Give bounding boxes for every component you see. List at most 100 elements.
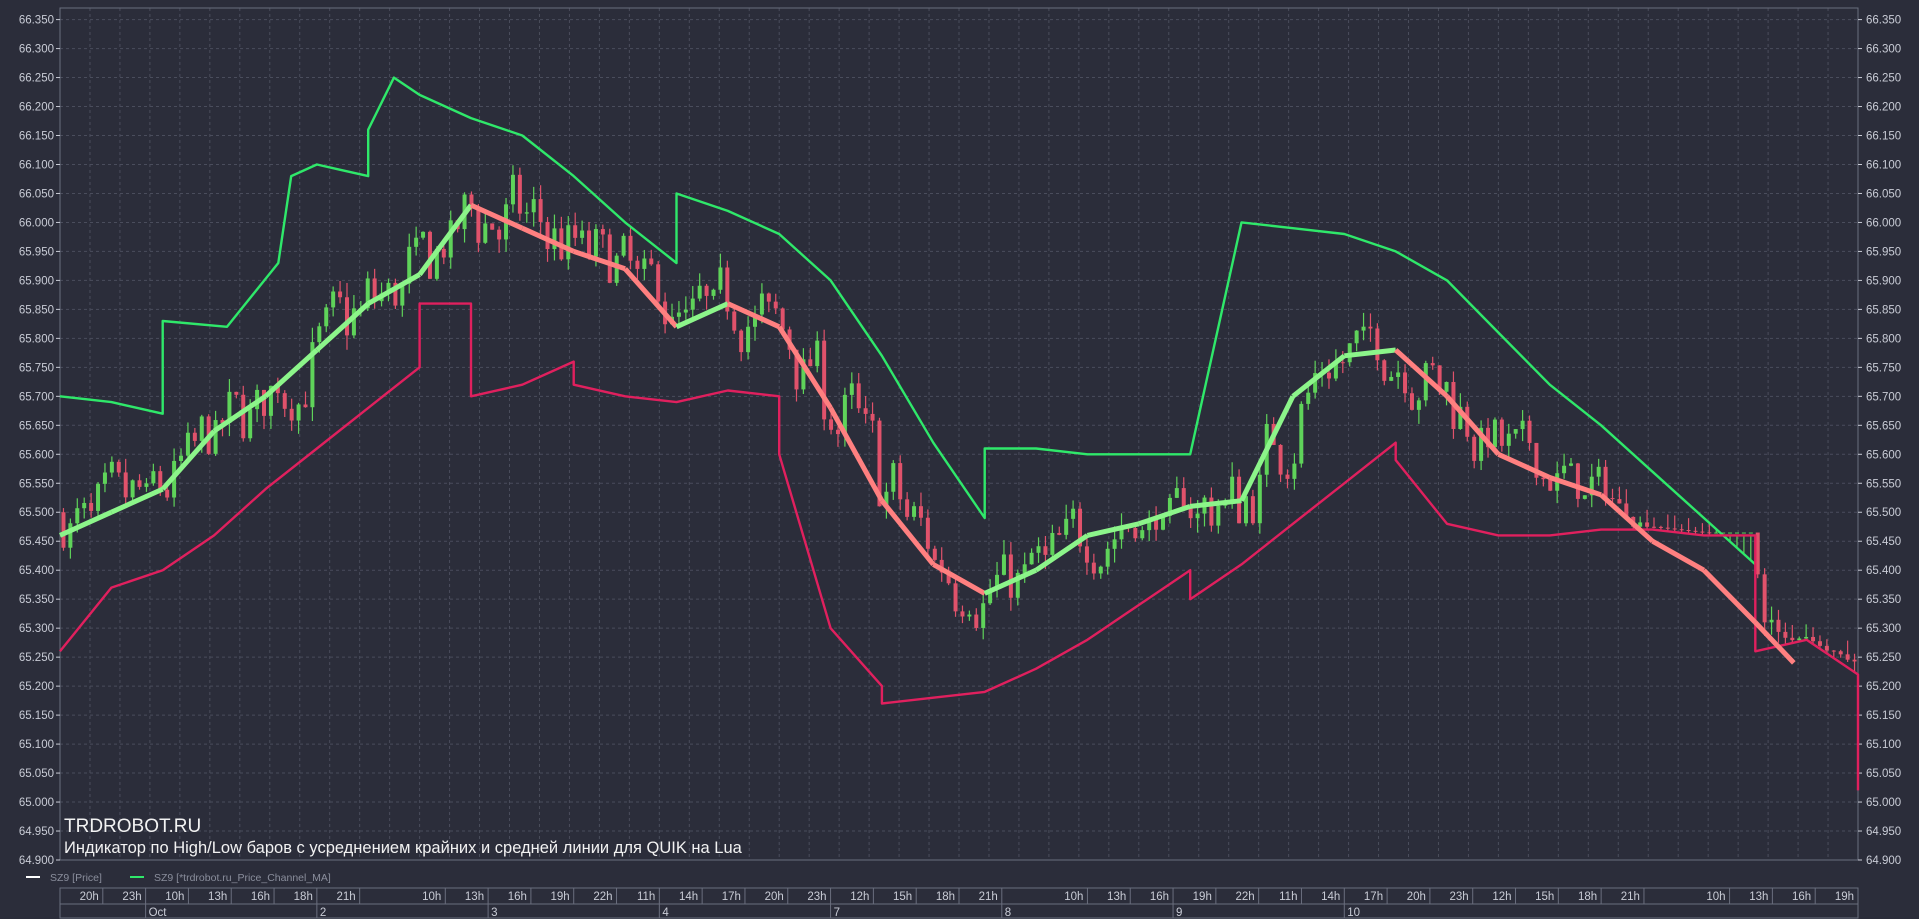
ma-segment xyxy=(1445,394,1501,456)
candle-body xyxy=(697,285,702,299)
ma-segment xyxy=(828,406,885,502)
candle-body xyxy=(1001,554,1006,575)
x-hour-label: 19h xyxy=(1835,891,1854,903)
y-tick-label-right: 65.900 xyxy=(1866,275,1901,287)
candle-body xyxy=(1811,636,1816,642)
candle-body xyxy=(310,342,315,408)
candle-body xyxy=(1057,532,1062,535)
x-day-label: 4 xyxy=(662,907,669,919)
candle-body xyxy=(476,207,481,243)
candle-body xyxy=(912,506,917,517)
candle-body xyxy=(185,432,190,456)
ma-segment xyxy=(932,562,986,596)
candle-body xyxy=(1043,546,1048,555)
ma-segment xyxy=(777,325,833,410)
candle-body xyxy=(988,589,993,604)
candle-body xyxy=(96,483,101,511)
candle-body xyxy=(974,614,979,628)
candle-body xyxy=(1596,466,1601,477)
candle-body xyxy=(434,248,439,279)
candle-body xyxy=(1050,532,1055,555)
candle-body xyxy=(227,391,232,423)
candle-body xyxy=(344,297,349,336)
candle-body xyxy=(1361,326,1366,331)
candle-body xyxy=(1084,546,1089,563)
candle-body xyxy=(1416,400,1421,410)
candle-body xyxy=(739,330,744,353)
legend: SZ9 [Price] SZ9 [*trdrobot.ru_Price_Chan… xyxy=(26,872,331,884)
candle-body xyxy=(1209,497,1214,526)
x-hour-label: 15h xyxy=(893,891,912,903)
x-hour-label: 22h xyxy=(1235,891,1254,903)
candle-body xyxy=(1845,654,1850,660)
x-day-label: 10 xyxy=(1347,907,1360,919)
x-hour-label: 20h xyxy=(765,891,784,903)
ma-segment xyxy=(1702,568,1758,625)
candle-body xyxy=(262,389,267,416)
candle-body xyxy=(995,574,1000,590)
candle-body xyxy=(711,289,716,296)
candle-body xyxy=(400,283,405,306)
y-tick-label-left: 66.050 xyxy=(19,188,54,200)
candle-body xyxy=(981,603,986,628)
x-day-label: 2 xyxy=(320,907,326,919)
candle-body xyxy=(1790,637,1795,641)
y-tick-label-left: 66.300 xyxy=(19,44,54,56)
candle-body xyxy=(573,225,578,238)
candle-body xyxy=(732,311,737,331)
candle-body xyxy=(794,349,799,390)
overlay-title: TRDROBOT.RU xyxy=(64,816,201,837)
ma-segment xyxy=(1034,533,1089,573)
candle-body xyxy=(144,483,149,487)
candle-body xyxy=(1575,463,1580,499)
candle-body xyxy=(946,572,951,584)
candle-body xyxy=(1700,531,1705,533)
candle-body xyxy=(690,298,695,310)
y-tick-label-right: 65.650 xyxy=(1866,420,1901,432)
candle-body xyxy=(116,461,121,473)
y-tick-label-left: 65.200 xyxy=(19,681,54,693)
candle-body xyxy=(158,471,163,490)
candle-body xyxy=(829,419,834,430)
candle-body xyxy=(1078,508,1083,547)
plot-frame xyxy=(59,7,1859,861)
x-hour-label: 13h xyxy=(465,891,484,903)
candle-body xyxy=(621,235,626,256)
candle-body xyxy=(483,223,488,243)
candle-body xyxy=(123,472,128,498)
candle-body xyxy=(1008,554,1013,598)
x-hour-label: 18h xyxy=(936,891,955,903)
candle-body xyxy=(752,314,757,327)
candle-body xyxy=(469,194,474,208)
candle-body xyxy=(1686,530,1691,532)
candle-body xyxy=(1679,529,1684,531)
candle-body xyxy=(1423,363,1428,401)
y-tick-label-right: 65.450 xyxy=(1866,536,1901,548)
candle-body xyxy=(517,174,522,214)
ma-segment xyxy=(1344,347,1396,359)
y-tick-label-right: 65.000 xyxy=(1866,797,1901,809)
candle-body xyxy=(1852,659,1857,662)
candle-body xyxy=(338,291,343,298)
candle-body xyxy=(884,491,889,507)
candle-body xyxy=(538,199,543,222)
candle-body xyxy=(849,383,854,395)
y-tick-label-right: 66.300 xyxy=(1866,44,1901,56)
candle-body xyxy=(593,229,598,257)
ma-segment xyxy=(315,301,370,352)
candle-body xyxy=(1375,328,1380,361)
y-tick-label-left: 65.150 xyxy=(19,710,54,722)
candle-body xyxy=(1458,406,1463,429)
candle-body xyxy=(1112,539,1117,549)
y-tick-label-right: 65.550 xyxy=(1866,478,1901,490)
candle-body xyxy=(151,471,156,484)
candle-body xyxy=(932,548,937,560)
y-tick-label-right: 65.600 xyxy=(1866,449,1901,461)
y-tick-label-right: 65.800 xyxy=(1866,333,1901,345)
candle-body xyxy=(600,229,605,235)
x-hour-label: 23h xyxy=(1450,891,1469,903)
candle-body xyxy=(1492,419,1497,448)
candle-body xyxy=(1769,619,1774,623)
x-hour-label: 13h xyxy=(208,891,227,903)
